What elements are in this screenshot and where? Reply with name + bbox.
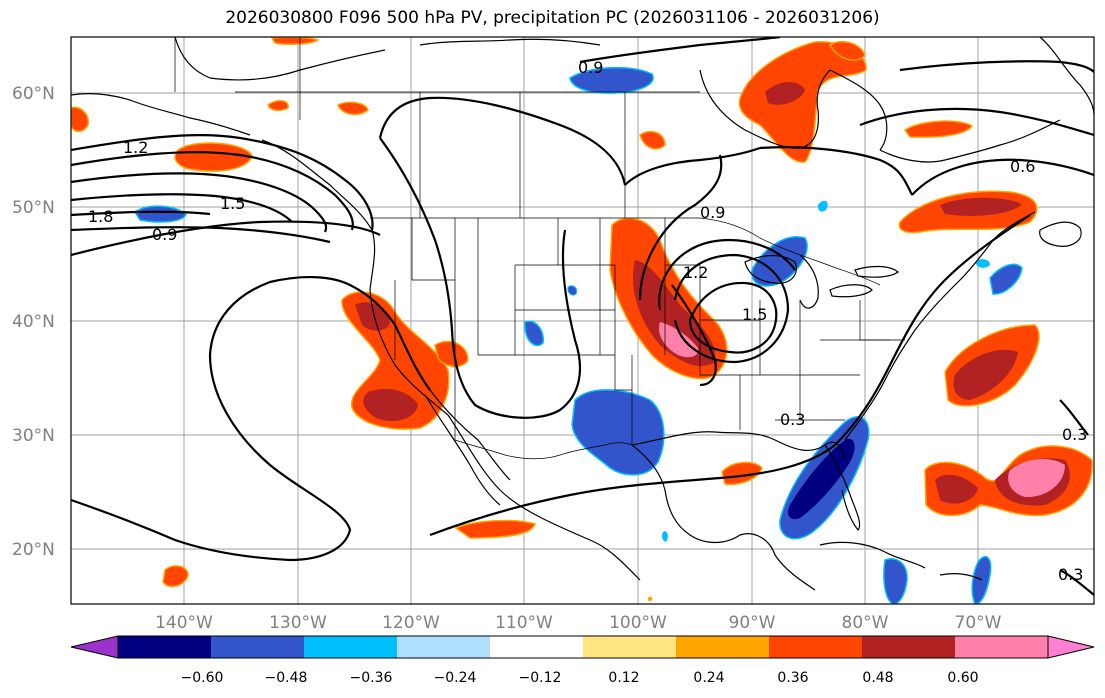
colorbar-segment [211,636,305,658]
lon-label: 70°W [955,613,1002,633]
colorbar-labels: −0.60 −0.48 −0.36 −0.24 −0.12 0.12 0.24 … [181,670,979,686]
contour-label: 0.3 [1062,425,1087,444]
contour-label: 0.3 [1058,565,1083,584]
lat-label: 40°N [12,312,55,332]
pv-contours [71,37,1094,596]
colorbar-segments [70,635,1095,659]
pv-contour-labels: 1.2 1.8 1.5 0.9 0.9 0.6 0.9 1.2 1.5 0.3 … [88,58,1087,584]
lon-label: 110°W [495,613,553,633]
latitude-labels: 60°N 50°N 40°N 30°N 20°N [12,84,55,560]
colorbar-tick-label: −0.48 [265,670,308,686]
colorbar: −0.60 −0.48 −0.36 −0.24 −0.12 0.12 0.24 … [70,635,1095,686]
graticule [71,37,1094,604]
contour-label: 1.2 [683,263,708,282]
lon-label: 140°W [155,613,213,633]
contour-label: 0.9 [152,225,177,244]
colorbar-tick-label: −0.24 [434,670,477,686]
contour-label: 0.3 [780,410,805,429]
map-title: 2026030800 F096 500 hPa PV, precipitatio… [225,8,880,28]
colorbar-extend-high [1047,635,1095,659]
colorbar-tick-label: −0.36 [350,670,393,686]
lon-label: 80°W [842,613,889,633]
colorbar-segment [304,636,398,658]
contour-label: 0.6 [1010,157,1035,176]
colorbar-tick-label: 0.36 [777,670,808,686]
colorbar-tick-label: −0.12 [519,670,562,686]
colorbar-tick-label: 0.48 [862,670,893,686]
contour-label: 1.5 [742,305,767,324]
contour-label: 1.5 [220,194,245,213]
colorbar-tick-label: 0.24 [693,670,724,686]
contour-label: 1.2 [123,138,148,157]
colorbar-segment [118,636,212,658]
contour-label: 0.9 [578,58,603,77]
lat-label: 50°N [12,198,55,218]
colorbar-frame [117,635,1049,659]
colorbar-extend-low [70,635,119,659]
map-frame [70,36,1095,605]
colorbar-tick-label: 0.60 [947,670,978,686]
colorbar-segment [676,636,770,658]
lon-label: 130°W [269,613,327,633]
longitude-labels: 140°W 130°W 120°W 110°W 100°W 90°W 80°W … [155,613,1002,633]
colorbar-tick-label: −0.60 [181,670,224,686]
lat-label: 60°N [12,84,55,104]
borders [174,37,905,460]
contour-label: 1.8 [88,207,113,226]
colorbar-segment [490,636,584,658]
lat-label: 20°N [12,540,55,560]
lon-label: 100°W [609,613,667,633]
colorbar-segment [397,636,491,658]
lon-label: 120°W [382,613,440,633]
lon-label: 90°W [729,613,776,633]
colorbar-segment [769,636,863,658]
colorbar-segment [955,636,1049,658]
colorbar-tick-label: 0.12 [608,670,639,686]
lat-label: 30°N [12,426,55,446]
colorbar-segment [862,636,956,658]
contour-label: 0.9 [700,203,725,222]
colorbar-segment [583,636,677,658]
